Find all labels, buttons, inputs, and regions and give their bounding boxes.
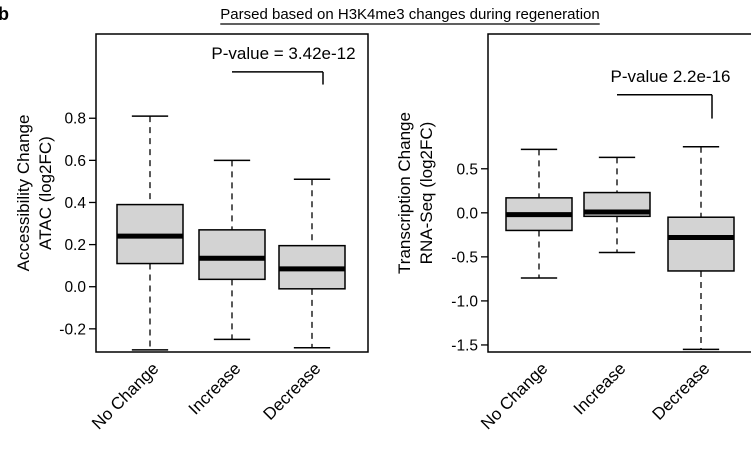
panel-letter: b: [0, 4, 9, 24]
y-tick-label: 0.8: [64, 111, 86, 128]
y-axis-label-line1: Transcription Change: [395, 112, 414, 274]
y-tick-label: -0.2: [59, 321, 86, 338]
x-tick-label: No Change: [477, 359, 551, 433]
plot-frame: [95, 33, 369, 353]
y-tick-label: 0.5: [456, 161, 478, 178]
x-tick-label: Increase: [570, 359, 630, 419]
y-tick-label: 0.2: [64, 237, 86, 254]
box-iqr: [667, 216, 735, 272]
y-axis-label-line1: Accessibility Change: [14, 115, 33, 272]
x-tick-label: No Change: [88, 359, 162, 433]
p-value-label: P-value 2.2e-16: [610, 67, 730, 86]
y-tick-label: 0.6: [64, 153, 86, 170]
y-tick-label: 0.4: [64, 195, 86, 212]
plot-frame: [487, 33, 751, 353]
y-tick-label: -1.0: [451, 293, 478, 310]
p-value-label: P-value = 3.42e-12: [211, 44, 355, 63]
figure-title: Parsed based on H3K4me3 changes during r…: [220, 6, 599, 23]
accessibility-boxplot: 0.8 0.6 0.4 0.2 0.0 -0.2 Accessibility Change A…: [14, 33, 369, 433]
y-tick-label: -1.5: [451, 337, 478, 354]
x-tick-label: Decrease: [259, 359, 324, 424]
x-tick-label: Increase: [185, 359, 245, 419]
y-tick-label: 0.0: [456, 205, 478, 222]
x-tick-label: Decrease: [648, 359, 713, 424]
y-tick-label: -0.5: [451, 249, 478, 266]
y-axis-label-line2: ATAC (log2FC): [36, 136, 55, 250]
box-iqr: [198, 229, 266, 281]
y-axis-label-line2: RNA-Seq (log2FC): [417, 122, 436, 265]
transcription-boxplot: 0.5 0.0 -0.5 -1.0 -1.5 Transcription Change RN…: [395, 33, 751, 433]
y-tick-label: 0.0: [64, 279, 86, 296]
